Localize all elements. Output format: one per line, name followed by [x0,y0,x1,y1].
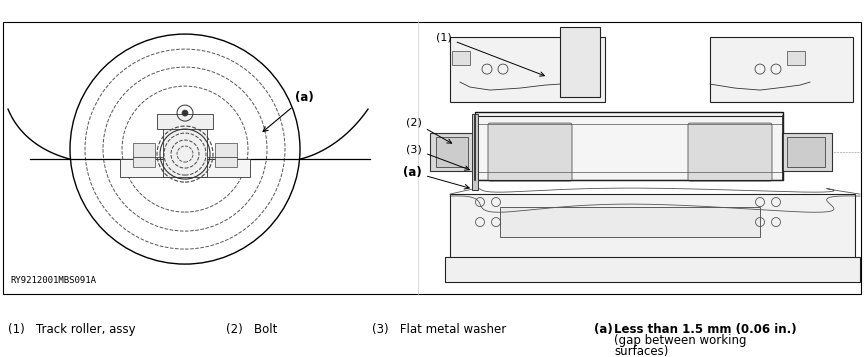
Bar [787,51,805,65]
Text: (2): (2) [406,117,452,143]
Text: (a): (a) [404,166,469,189]
Bar [450,37,605,102]
Bar [120,159,250,177]
Bar [690,124,770,174]
Bar [452,51,470,65]
Bar [500,207,760,237]
FancyBboxPatch shape [688,123,772,181]
Text: (a): (a) [263,91,313,131]
Text: (1): (1) [436,32,545,76]
Bar [560,27,600,97]
Bar [450,194,855,262]
Bar [710,37,853,102]
Text: (a): (a) [594,323,613,336]
Text: (3)   Flat metal washer: (3) Flat metal washer [372,323,507,336]
Bar [215,143,237,167]
Bar [472,114,478,190]
Bar [436,137,468,167]
Text: Less than 1.5 mm (0.06 in.): Less than 1.5 mm (0.06 in.) [614,323,797,336]
Bar [133,143,155,167]
Ellipse shape [182,110,188,116]
Bar [490,124,570,174]
Text: (3): (3) [406,144,469,170]
Bar [787,137,825,167]
Bar [782,133,832,171]
Text: (1)   Track roller, assy: (1) Track roller, assy [8,323,136,336]
Bar [157,114,213,129]
Text: surfaces): surfaces) [614,345,669,357]
Bar [430,133,474,171]
Bar [445,257,860,282]
Text: (2)   Bolt: (2) Bolt [226,323,277,336]
FancyBboxPatch shape [488,123,572,181]
Bar [163,119,207,177]
Text: (gap between working: (gap between working [614,333,746,347]
Bar [475,112,783,180]
Text: RY9212001MBS091A: RY9212001MBS091A [10,276,96,285]
